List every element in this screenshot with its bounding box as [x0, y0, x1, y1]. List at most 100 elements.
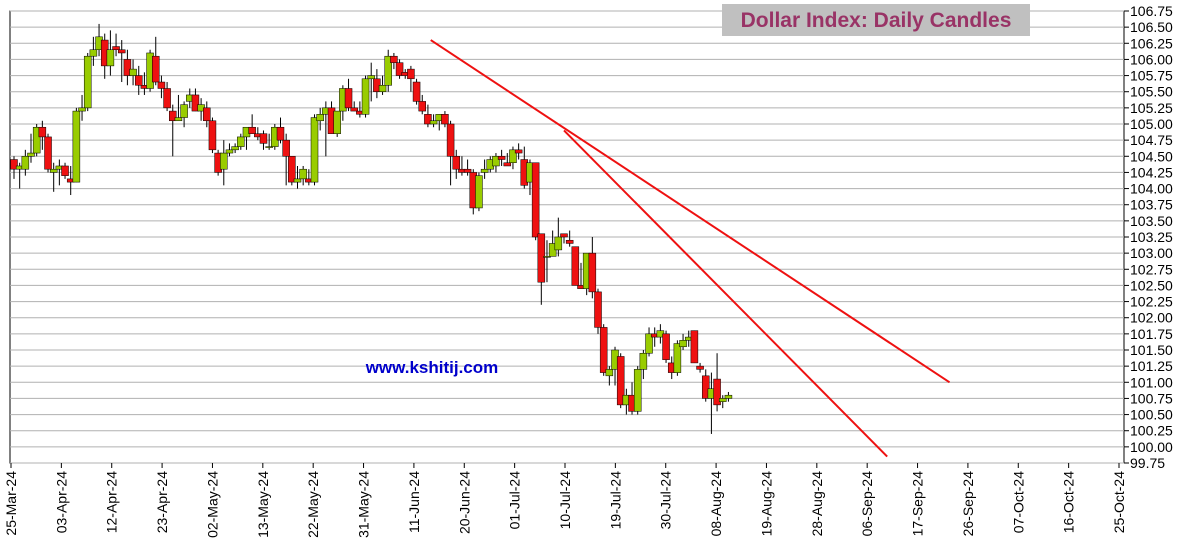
candle-body-down	[503, 162, 512, 167]
candle-body-down	[191, 94, 200, 112]
candle	[350, 101, 358, 112]
candle-body-down	[412, 81, 421, 102]
candle-body-down	[157, 81, 166, 89]
candle	[407, 65, 415, 92]
candle-body-up	[333, 110, 341, 134]
x-tick-label: 10-Jul-24	[557, 471, 573, 530]
x-tick-label: 28-Aug-24	[809, 471, 825, 537]
x-tick-label: 02-May-24	[204, 471, 220, 538]
candles	[10, 23, 733, 434]
candle	[27, 133, 35, 163]
chart-title-background	[722, 4, 1030, 36]
candle	[180, 101, 188, 128]
candle	[10, 156, 18, 179]
candle-body-down	[696, 365, 704, 370]
candle	[605, 366, 614, 386]
candle	[378, 75, 387, 95]
x-tick-label: 08-Aug-24	[708, 471, 724, 537]
candle-body-up	[639, 352, 648, 370]
candle-body-down	[713, 378, 721, 406]
candle-body-up	[475, 175, 483, 209]
candle	[282, 133, 290, 186]
x-tick-label: 19-Jul-24	[607, 471, 623, 530]
candle	[537, 233, 546, 305]
candle	[163, 82, 171, 112]
y-tick-label: 104.25	[1130, 164, 1173, 180]
candle	[225, 143, 234, 157]
candle	[390, 52, 398, 70]
candle	[588, 237, 597, 299]
candle	[662, 330, 670, 363]
candle-body-up	[605, 369, 614, 377]
x-tick-label: 07-Oct-24	[1010, 471, 1026, 533]
y-tick-label: 104.50	[1130, 148, 1173, 164]
candle-body-up	[129, 68, 137, 76]
y-tick-label: 106.25	[1130, 35, 1173, 51]
candle-body-up	[21, 156, 30, 170]
candle-body-up	[83, 55, 92, 109]
candle	[83, 52, 92, 112]
candle	[220, 140, 228, 186]
candle	[106, 30, 115, 76]
candle	[679, 333, 687, 350]
candle-body-down	[560, 233, 568, 238]
candle-body-up	[492, 156, 500, 167]
candle-body-down	[117, 49, 126, 54]
candle-body-up	[32, 126, 41, 154]
candle-body-down	[10, 159, 18, 170]
candle-body-up	[265, 146, 273, 148]
candle	[191, 88, 200, 112]
y-tick-label: 101.75	[1130, 326, 1173, 342]
candle-body-down	[418, 101, 426, 112]
y-tick-label: 100.50	[1130, 407, 1173, 423]
trendline	[430, 39, 951, 384]
y-tick-label: 101.25	[1130, 358, 1173, 374]
candle-body-up	[429, 120, 438, 125]
candle-body-down	[248, 126, 256, 134]
watermark-url: www.kshitij.com	[365, 358, 499, 377]
candle-body-down	[497, 156, 506, 160]
candle	[531, 162, 540, 241]
y-tick-label: 100.00	[1130, 439, 1173, 455]
candle	[560, 233, 568, 244]
candle-body-up	[72, 110, 81, 183]
candle-body-up	[49, 168, 58, 173]
candle	[61, 162, 69, 179]
candle	[497, 149, 506, 166]
candle	[475, 172, 483, 212]
candle	[713, 353, 721, 412]
candle-body-up	[543, 256, 551, 258]
candle-body-down	[152, 55, 160, 83]
candle	[492, 153, 500, 173]
y-tick-label: 104.00	[1130, 181, 1173, 197]
candle-body-down	[350, 107, 358, 112]
x-tick-label: 22-May-24	[305, 471, 321, 538]
y-tick-label: 105.00	[1130, 116, 1173, 132]
candle	[503, 153, 512, 167]
x-tick-label: 01-Jul-24	[507, 471, 523, 530]
candle	[288, 156, 296, 186]
candle	[152, 36, 160, 86]
y-tick-label: 104.75	[1130, 132, 1173, 148]
y-tick-label: 99.75	[1130, 455, 1165, 471]
x-tick-label: 06-Sep-24	[859, 471, 875, 537]
x-tick-label: 03-Apr-24	[53, 471, 69, 533]
candle-body-down	[44, 136, 52, 170]
candle	[424, 104, 432, 128]
x-tick-label: 23-Apr-24	[154, 471, 170, 533]
x-tick-label: 12-Apr-24	[104, 471, 120, 533]
y-tick-label: 103.50	[1130, 213, 1173, 229]
candle	[310, 114, 319, 186]
candle	[129, 59, 137, 86]
candle-body-down	[594, 291, 602, 328]
candle	[690, 330, 699, 364]
candle	[639, 350, 648, 380]
candle	[38, 120, 47, 150]
candle-body-up	[633, 369, 642, 412]
candle	[265, 133, 273, 150]
candle	[645, 327, 653, 357]
candle	[701, 369, 710, 402]
candle-body-up	[316, 114, 324, 122]
x-tick-label: 17-Sep-24	[910, 471, 926, 537]
candle	[169, 104, 177, 157]
